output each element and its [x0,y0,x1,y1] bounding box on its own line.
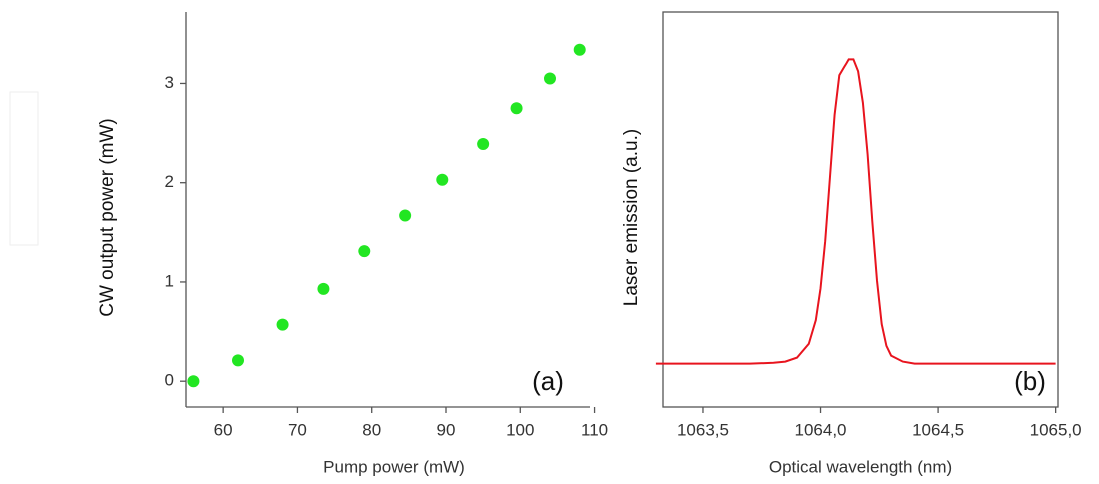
data-point [573,43,586,56]
data-point [510,102,523,115]
spectrum-line [655,58,1056,365]
x-tick-label: 1063,5 [677,420,729,439]
y-axis-title: Laser emission (a.u.) [621,129,642,306]
x-tick-label: 90 [437,420,456,439]
data-point [477,137,490,150]
data-point [399,209,412,222]
y-tick-label: 2 [165,172,174,191]
y-axis-title: CW output power (mW) [97,118,118,316]
data-point [187,375,200,388]
data-point [436,173,449,186]
data-point [232,354,244,367]
data-point [544,72,556,85]
y-tick-label: 3 [165,73,174,92]
x-tick-label: 70 [288,420,307,439]
x-tick-label: 110 [581,420,608,439]
x-tick-label: 1064,0 [795,420,847,439]
x-axis-title: Pump power (mW) [323,457,465,476]
x-axis-title: Optical wavelength (nm) [769,457,952,476]
data-point [358,245,371,258]
x-tick-label: 60 [214,420,233,439]
y-tick-label: 1 [165,271,174,290]
placeholder-box [9,91,39,246]
x-tick-label: 80 [362,420,381,439]
y-tick-label: 0 [165,371,174,390]
x-tick-label: 100 [506,420,534,439]
x-tick-label: 1065,0 [1030,420,1082,439]
plot-frame [662,11,1059,408]
x-tick-label: 1064,5 [912,420,964,439]
data-point [317,282,330,295]
panel-label: (b) [1014,366,1046,396]
data-point [276,318,289,331]
panel-label: (a) [532,366,564,396]
